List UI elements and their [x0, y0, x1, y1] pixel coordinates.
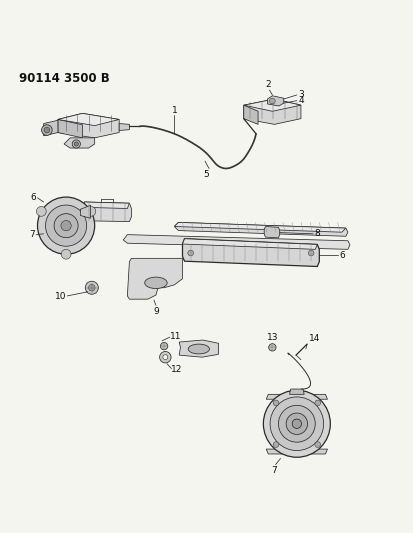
Circle shape	[162, 355, 167, 360]
Polygon shape	[267, 96, 283, 106]
Text: 13: 13	[266, 334, 278, 343]
Polygon shape	[182, 239, 316, 249]
Circle shape	[85, 281, 98, 294]
Text: 14: 14	[309, 334, 320, 343]
Circle shape	[278, 405, 315, 442]
Polygon shape	[123, 235, 349, 249]
Text: 9: 9	[153, 306, 159, 316]
Polygon shape	[127, 259, 182, 299]
Circle shape	[41, 125, 52, 135]
Polygon shape	[80, 205, 90, 219]
Circle shape	[61, 221, 71, 231]
Circle shape	[308, 250, 313, 256]
Ellipse shape	[188, 344, 209, 354]
Circle shape	[45, 205, 86, 246]
Polygon shape	[243, 105, 257, 124]
Polygon shape	[263, 227, 279, 238]
Ellipse shape	[145, 277, 167, 288]
Text: 90114 3500 B: 90114 3500 B	[19, 72, 109, 85]
Polygon shape	[243, 99, 300, 124]
Polygon shape	[58, 114, 119, 126]
Polygon shape	[119, 124, 129, 131]
Circle shape	[285, 413, 307, 434]
Text: 6: 6	[338, 251, 344, 260]
Polygon shape	[58, 119, 82, 138]
Text: 7: 7	[271, 466, 277, 475]
Polygon shape	[43, 120, 58, 136]
Circle shape	[268, 344, 275, 351]
Text: 2: 2	[265, 80, 271, 89]
Circle shape	[36, 206, 46, 216]
Circle shape	[54, 214, 78, 238]
Circle shape	[61, 249, 71, 259]
Text: 3: 3	[298, 90, 304, 99]
Circle shape	[160, 343, 167, 350]
Circle shape	[269, 98, 275, 104]
Circle shape	[263, 390, 330, 457]
Circle shape	[188, 250, 193, 256]
Text: 1: 1	[172, 106, 178, 115]
Text: 12: 12	[171, 365, 182, 374]
Circle shape	[88, 285, 95, 291]
Polygon shape	[182, 239, 318, 266]
Polygon shape	[82, 202, 129, 208]
Text: 11: 11	[170, 332, 181, 341]
Circle shape	[44, 127, 50, 133]
Circle shape	[72, 140, 80, 148]
Polygon shape	[64, 138, 95, 148]
Circle shape	[314, 400, 320, 406]
Text: 6: 6	[31, 193, 36, 203]
Polygon shape	[243, 99, 300, 111]
Polygon shape	[174, 222, 345, 232]
Polygon shape	[58, 114, 119, 138]
Circle shape	[273, 400, 278, 406]
Circle shape	[74, 142, 78, 146]
Circle shape	[314, 442, 320, 447]
Polygon shape	[266, 394, 327, 399]
Text: 10: 10	[55, 292, 66, 301]
Polygon shape	[289, 389, 304, 394]
Polygon shape	[266, 449, 327, 454]
Polygon shape	[80, 202, 131, 222]
Polygon shape	[174, 222, 347, 236]
Text: 4: 4	[298, 96, 304, 105]
Text: 5: 5	[203, 169, 209, 179]
Circle shape	[38, 197, 95, 254]
Text: 8: 8	[313, 229, 319, 238]
Circle shape	[292, 419, 301, 429]
Text: 7: 7	[30, 230, 36, 239]
Circle shape	[269, 397, 323, 450]
Circle shape	[159, 351, 171, 363]
Circle shape	[86, 206, 95, 216]
Circle shape	[273, 442, 278, 447]
Polygon shape	[179, 340, 218, 357]
